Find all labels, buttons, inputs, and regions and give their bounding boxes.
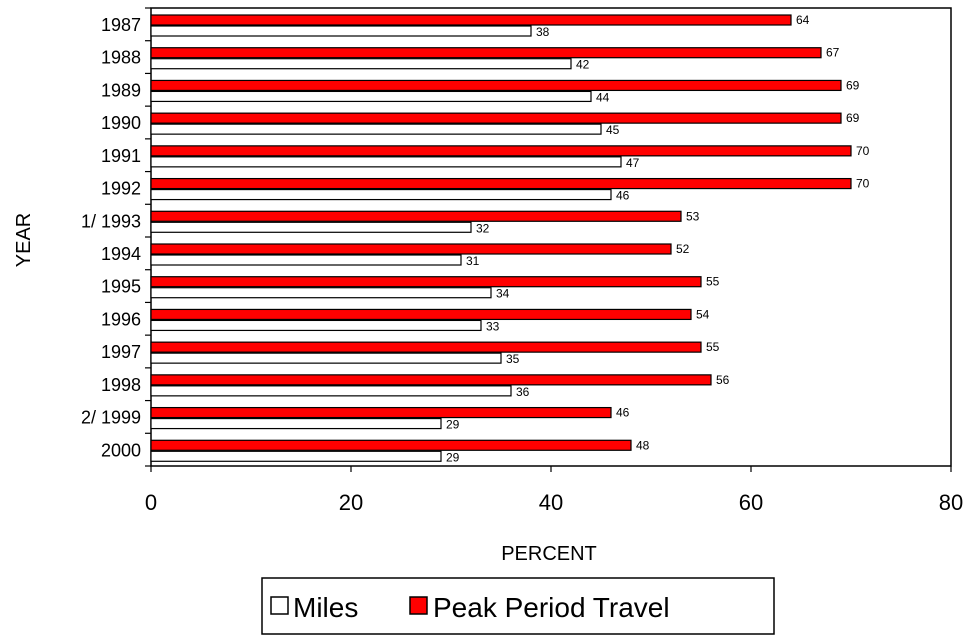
bar-miles bbox=[150, 58, 572, 70]
y-tick-label: 1996 bbox=[101, 309, 141, 329]
bar-miles bbox=[150, 254, 462, 266]
bar-peak-period-travel bbox=[150, 210, 682, 222]
bar-miles bbox=[150, 123, 602, 135]
y-tick-label: 1989 bbox=[101, 80, 141, 100]
bar-miles bbox=[150, 90, 592, 103]
y-axis-title: YEAR bbox=[13, 213, 35, 267]
data-label-peak: 54 bbox=[696, 307, 710, 321]
bar-miles bbox=[150, 287, 492, 299]
legend-box bbox=[261, 577, 775, 635]
bar-peak-period-travel bbox=[150, 177, 852, 190]
y-tick-label: 1992 bbox=[101, 179, 141, 199]
bar-miles bbox=[150, 221, 472, 233]
y-tick-label: 2/ 1999 bbox=[81, 408, 141, 428]
bar-miles bbox=[150, 450, 442, 462]
y-tick-label: 1988 bbox=[101, 48, 141, 68]
y-tick-label: 2000 bbox=[101, 440, 141, 460]
plot-frame bbox=[150, 7, 952, 467]
data-label-miles: 47 bbox=[626, 156, 640, 170]
bar-miles bbox=[150, 25, 532, 37]
data-label-peak: 56 bbox=[716, 373, 730, 387]
x-tick-label: 60 bbox=[739, 490, 763, 515]
data-label-peak: 55 bbox=[706, 275, 720, 289]
data-label-peak: 46 bbox=[616, 406, 630, 420]
x-tick-label: 0 bbox=[145, 490, 157, 515]
bar-peak-period-travel bbox=[150, 406, 612, 419]
bar-miles bbox=[150, 319, 482, 332]
legend-swatch-miles bbox=[270, 596, 289, 615]
data-label-miles: 44 bbox=[596, 90, 610, 104]
y-tick-label: 1990 bbox=[101, 113, 141, 133]
bar-peak-period-travel bbox=[150, 439, 632, 451]
data-label-peak: 48 bbox=[636, 438, 650, 452]
data-label-peak: 67 bbox=[826, 46, 840, 60]
bar-miles bbox=[150, 156, 622, 168]
data-label-miles: 42 bbox=[576, 58, 590, 72]
bar-peak-period-travel bbox=[150, 47, 822, 59]
x-axis-ticks: 0 20 40 60 80 bbox=[145, 466, 963, 515]
bar-peak-period-travel bbox=[150, 341, 702, 353]
data-label-peak: 69 bbox=[846, 111, 860, 125]
data-label-miles: 34 bbox=[496, 287, 510, 301]
bar-miles bbox=[150, 188, 612, 201]
x-axis-title: PERCENT bbox=[501, 543, 597, 565]
y-tick-label: 1998 bbox=[101, 375, 141, 395]
bar-peak-period-travel bbox=[150, 276, 702, 288]
data-label-peak: 53 bbox=[686, 209, 700, 223]
data-label-peak: 55 bbox=[706, 340, 720, 354]
bar-peak-period-travel bbox=[150, 79, 842, 92]
bar-peak-period-travel bbox=[150, 112, 842, 124]
data-label-miles: 36 bbox=[516, 385, 530, 399]
y-tick-label: 1994 bbox=[101, 244, 141, 264]
y-tick-label: 1/ 1993 bbox=[81, 211, 141, 231]
bar-peak-period-travel bbox=[150, 374, 712, 386]
data-label-miles: 29 bbox=[446, 450, 460, 464]
data-label-miles: 35 bbox=[506, 352, 520, 366]
y-axis-ticks: 1987 1988 1989 1990 1991 1992 1/ 1993 1994 1995 1… bbox=[81, 7, 151, 467]
legend-label-miles: Miles bbox=[293, 592, 358, 623]
data-label-miles: 29 bbox=[446, 418, 460, 432]
bars: 64 38 67 42 69 44 69 45 70 47 70 46 53 32 52 31 55 34 54 33… bbox=[150, 13, 870, 464]
data-label-miles: 32 bbox=[476, 221, 490, 235]
y-tick-label: 1995 bbox=[101, 277, 141, 297]
y-tick-label: 1987 bbox=[101, 15, 141, 35]
bar-miles bbox=[150, 352, 502, 364]
data-label-miles: 38 bbox=[536, 25, 550, 39]
bar-peak-period-travel bbox=[150, 14, 792, 26]
x-tick-label: 40 bbox=[539, 490, 563, 515]
bar-peak-period-travel bbox=[150, 308, 692, 321]
bar-miles bbox=[150, 385, 512, 397]
data-label-miles: 33 bbox=[486, 319, 500, 333]
data-label-peak: 52 bbox=[676, 242, 690, 256]
data-label-peak: 70 bbox=[856, 177, 870, 191]
plot-border bbox=[150, 7, 952, 467]
legend: Miles Peak Period Travel bbox=[261, 577, 775, 635]
data-label-miles: 45 bbox=[606, 123, 620, 137]
bar-peak-period-travel bbox=[150, 145, 852, 157]
data-label-peak: 70 bbox=[856, 144, 870, 158]
bar-peak-period-travel bbox=[150, 243, 672, 255]
bar-miles bbox=[150, 417, 442, 430]
data-label-peak: 69 bbox=[846, 78, 860, 92]
legend-label-peak-period-travel: Peak Period Travel bbox=[433, 592, 670, 623]
y-tick-label: 1997 bbox=[101, 342, 141, 362]
legend-swatch-peak-period-travel bbox=[409, 596, 428, 615]
data-label-miles: 46 bbox=[616, 189, 630, 203]
data-label-peak: 64 bbox=[796, 13, 810, 27]
data-label-miles: 31 bbox=[466, 254, 480, 268]
x-tick-label: 80 bbox=[939, 490, 963, 515]
x-tick-label: 20 bbox=[339, 490, 363, 515]
y-tick-label: 1991 bbox=[101, 146, 141, 166]
